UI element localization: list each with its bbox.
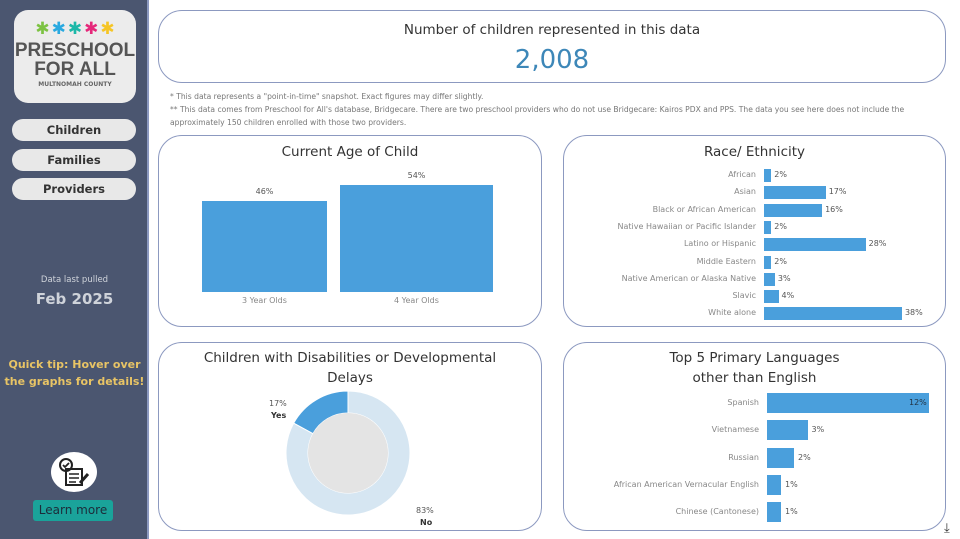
race-category-label: Native American or Alaska Native <box>621 273 756 283</box>
race-bar[interactable] <box>764 290 779 304</box>
race-category-label: Black or African American <box>652 204 756 214</box>
children-figures-icon: ✱ ✱ ✱ ✱ ✱ <box>35 19 115 39</box>
age-bar[interactable] <box>340 185 493 292</box>
race-bar[interactable] <box>764 255 772 269</box>
donut-no-percent: 83% <box>416 506 434 515</box>
race-value-label: 17% <box>828 187 847 197</box>
race-category-label: Native Hawaiian or Pacific Islander <box>617 221 756 231</box>
age-category-label: 4 Year Olds <box>394 296 439 305</box>
race-category-label: Slavic <box>732 291 756 301</box>
age-value-label: 46% <box>255 186 274 196</box>
race-value-label: 4% <box>781 291 795 301</box>
race-bar[interactable] <box>764 238 866 252</box>
language-bar[interactable] <box>767 474 781 495</box>
race-value-label: 16% <box>825 204 843 214</box>
language-bar[interactable] <box>767 393 929 413</box>
race-category-label: Middle Eastern <box>696 256 756 266</box>
sidebar: ✱ ✱ ✱ ✱ ✱ PRESCHOOL FOR ALL MULTNOMAH COUNTY… <box>0 0 149 539</box>
language-category-label: Russian <box>728 452 759 462</box>
race-category-label: Latino or Hispanic <box>683 239 756 249</box>
language-value-label: 12% <box>909 398 927 407</box>
disability-donut[interactable] <box>278 390 418 530</box>
race-bar[interactable] <box>764 272 775 286</box>
race-bar[interactable] <box>764 186 826 200</box>
race-category-label: African <box>728 170 756 179</box>
race-chart-card[interactable]: Race/ Ethnicity African 2% Asian 17% Black o… <box>563 135 946 327</box>
disability-chart-title: Children with Disabilities or Developmen… <box>203 350 497 386</box>
race-category-label: Asian <box>734 187 756 197</box>
data-pulled-label: Data last pulled <box>40 275 109 285</box>
language-category-label: African American Vernacular English <box>613 479 759 489</box>
language-value-label: 1% <box>785 479 798 489</box>
language-value-label: 3% <box>811 425 825 435</box>
logo-line2: FOR ALL <box>34 59 116 80</box>
download-icon[interactable]: ⤓ <box>944 521 950 536</box>
race-bar[interactable] <box>764 169 772 182</box>
age-bar[interactable] <box>202 200 327 292</box>
logo-line3: MULTNOMAH COUNTY <box>38 81 112 88</box>
race-value-label: 2% <box>774 256 787 266</box>
nav-children-button[interactable]: Children <box>12 119 136 141</box>
note-2: ** This data comes from Preschool for Al… <box>170 105 905 127</box>
checklist-icon <box>51 452 97 492</box>
race-value-label: 3% <box>777 273 791 283</box>
race-value-label: 2% <box>774 170 787 179</box>
disability-chart-card[interactable]: Children with Disabilities or Developmen… <box>158 342 542 531</box>
race-value-label: 38% <box>904 308 923 318</box>
race-bar[interactable] <box>764 203 823 217</box>
nav-families-button[interactable]: Families <box>12 149 136 171</box>
nav-providers-button[interactable]: Providers <box>12 178 136 200</box>
summary-card: Number of children represented in this d… <box>158 10 946 83</box>
preschool-for-all-logo: ✱ ✱ ✱ ✱ ✱ PRESCHOOL FOR ALL MULTNOMAH COUNTY <box>14 10 136 103</box>
quick-tip: Quick tip: Hover over the graphs for det… <box>4 358 145 388</box>
age-value-label: 54% <box>407 171 426 180</box>
race-value-label: 2% <box>774 221 787 231</box>
language-value-label: 2% <box>798 452 811 462</box>
donut-yes-label: Yes <box>271 411 287 420</box>
language-category-label: Vietnamese <box>711 425 759 435</box>
language-bar[interactable] <box>767 420 808 441</box>
summary-title: Number of children represented in this d… <box>403 22 701 38</box>
donut-center <box>308 413 388 493</box>
race-bar[interactable] <box>764 220 772 234</box>
language-category-label: Spanish <box>727 398 759 407</box>
data-pulled-date: Feb 2025 <box>35 290 114 308</box>
donut-no-label: No <box>420 518 433 527</box>
language-bar[interactable] <box>767 502 781 523</box>
race-bar[interactable] <box>764 307 902 321</box>
age-chart-card[interactable]: Current Age of Child 46% 3 Year Olds 54% 4 … <box>158 135 542 327</box>
age-category-label: 3 Year Olds <box>242 296 287 305</box>
race-category-label: White alone <box>708 308 756 318</box>
language-category-label: Chinese (Cantonese) <box>675 507 759 517</box>
language-value-label: 1% <box>785 507 798 517</box>
language-bar[interactable] <box>767 447 794 468</box>
note-1: * This data represents a "point-in-time"… <box>170 92 484 101</box>
logo-line1: PRESCHOOL <box>14 40 136 61</box>
age-chart-title: Current Age of Child <box>281 144 419 160</box>
summary-value: 2,008 <box>514 45 590 75</box>
race-chart-title: Race/ Ethnicity <box>703 144 806 160</box>
languages-chart-title: Top 5 Primary Languages other than Engli… <box>669 350 840 386</box>
learn-more-button[interactable]: Learn more <box>33 500 113 521</box>
race-value-label: 28% <box>868 239 887 249</box>
languages-chart-card[interactable]: Top 5 Primary Languages other than Engli… <box>563 342 946 531</box>
donut-yes-percent: 17% <box>269 399 287 408</box>
